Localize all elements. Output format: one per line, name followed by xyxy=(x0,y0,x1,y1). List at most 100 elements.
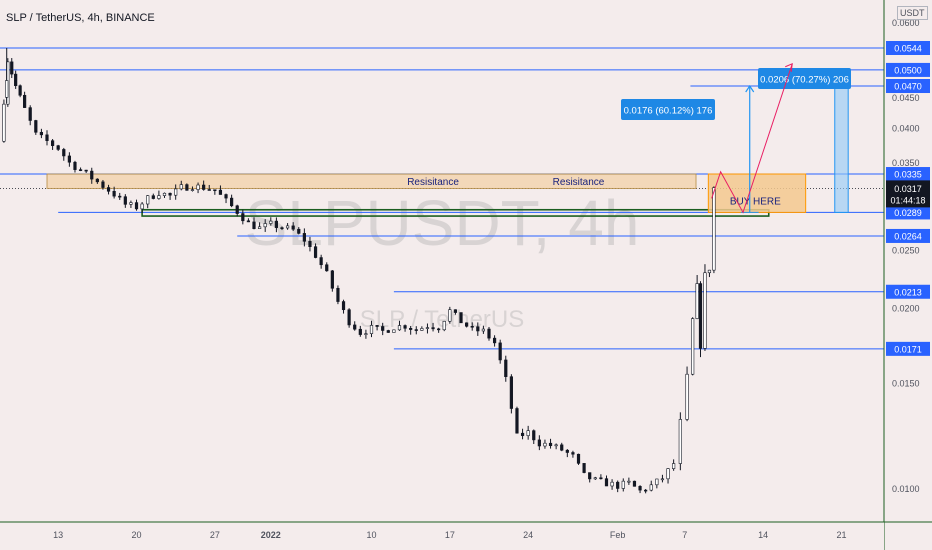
candle-body xyxy=(691,318,695,375)
candle-body xyxy=(319,257,323,266)
current-price-tag xyxy=(886,180,930,208)
candle-body xyxy=(202,184,206,190)
candle-body xyxy=(678,419,682,464)
candle-body xyxy=(258,226,262,229)
projection-path xyxy=(711,63,793,214)
candle-body xyxy=(297,228,301,234)
candle-body xyxy=(599,477,603,480)
candle-body xyxy=(28,107,32,121)
candle-body xyxy=(560,444,564,451)
level-price-tag xyxy=(886,228,930,243)
candle-body xyxy=(414,329,418,331)
candle-body xyxy=(45,134,49,142)
measure-2-label: 0.0206 (70.27%) 206 xyxy=(760,75,849,86)
candle-body xyxy=(123,196,127,205)
candle-body xyxy=(112,190,116,197)
candle-body xyxy=(509,376,513,409)
time-tick-label: 14 xyxy=(758,530,768,540)
price-tick-label: 0.0350 xyxy=(892,158,920,168)
candle-body xyxy=(698,283,703,349)
time-tick-label: 27 xyxy=(210,530,220,540)
candle-body xyxy=(67,155,71,163)
candle-body xyxy=(78,169,83,171)
zone-label-2: Resisitance xyxy=(553,177,605,188)
candle-body xyxy=(588,472,592,480)
candle-body xyxy=(476,326,480,332)
candle-body xyxy=(481,328,486,332)
candle-body xyxy=(118,195,122,198)
candle-body xyxy=(397,325,402,331)
candle-body xyxy=(73,161,77,170)
candle-body xyxy=(492,337,497,344)
price-tick-label: 0.0150 xyxy=(892,378,920,388)
candle-body xyxy=(269,220,273,224)
candle-body xyxy=(638,486,642,491)
buy-zone xyxy=(707,173,807,213)
level-price-tag xyxy=(886,62,930,77)
candle-body xyxy=(655,478,659,486)
candle-body xyxy=(230,197,234,207)
candle-body xyxy=(308,240,312,247)
price-tick-label: 0.0100 xyxy=(892,484,920,494)
candle-body xyxy=(235,205,239,214)
candle-body xyxy=(695,283,699,319)
candle-body xyxy=(703,272,707,349)
level-price-label: 0.0335 xyxy=(894,170,922,180)
candle-body xyxy=(218,189,223,195)
candle-body xyxy=(666,468,670,480)
candle-body xyxy=(246,220,251,223)
resistance-zones: Resisitance Resisitance BUY HERE xyxy=(46,173,807,217)
candle-body xyxy=(386,330,390,333)
candle-body xyxy=(571,452,575,455)
candle-body xyxy=(632,480,637,487)
time-axis-bg xyxy=(0,522,884,550)
candle-body xyxy=(34,120,38,133)
candle-body xyxy=(224,194,228,199)
candle-body xyxy=(420,328,424,331)
candle-body xyxy=(610,481,614,487)
candle-body xyxy=(274,220,278,228)
candle-body xyxy=(174,188,178,196)
price-tick-label: 0.0450 xyxy=(892,93,920,103)
level-price-tag xyxy=(886,205,930,220)
candle-body xyxy=(2,103,6,142)
resistance-zone xyxy=(46,173,697,189)
level-price-label: 0.0213 xyxy=(894,287,922,297)
candle-body xyxy=(179,184,183,190)
time-tick-label: 2022 xyxy=(261,530,281,540)
measure-1-arrowhead xyxy=(745,84,755,93)
candle-body xyxy=(330,270,334,289)
candle-body xyxy=(358,328,362,335)
time-tick-label: 7 xyxy=(682,530,687,540)
candle-body xyxy=(39,131,44,136)
candle-body xyxy=(707,269,712,274)
candle-body xyxy=(263,223,267,228)
level-price-label: 0.0500 xyxy=(894,65,922,75)
candle-body xyxy=(207,189,211,191)
candle-body xyxy=(604,478,609,487)
candle-body xyxy=(526,430,530,436)
candle-body xyxy=(537,439,541,447)
candle-body xyxy=(291,225,295,230)
level-price-label: 0.0171 xyxy=(894,344,922,354)
currency-badge[interactable]: USDT xyxy=(897,6,928,20)
level-price-tag xyxy=(886,167,930,182)
candle-body xyxy=(168,192,172,196)
candle-body xyxy=(252,221,256,229)
candle-body xyxy=(347,309,351,326)
candle-body xyxy=(465,322,469,327)
candle-body xyxy=(196,184,200,190)
candle-body xyxy=(621,480,625,489)
projection-arrowhead xyxy=(785,62,793,72)
candle-body xyxy=(353,324,357,330)
measure-2-box xyxy=(758,68,851,89)
watermark-sub: SLP / TetherUS xyxy=(360,306,525,333)
candle-body xyxy=(90,170,94,180)
candle-body xyxy=(425,327,430,329)
candle-body xyxy=(84,169,88,172)
price-tick-label: 0.0400 xyxy=(892,123,920,133)
drawing-overlay: 0.0176 (60.12%) 176 0.0206 (70.27%) 206 xyxy=(621,62,851,214)
countdown-label: 01:44:18 xyxy=(890,195,925,205)
